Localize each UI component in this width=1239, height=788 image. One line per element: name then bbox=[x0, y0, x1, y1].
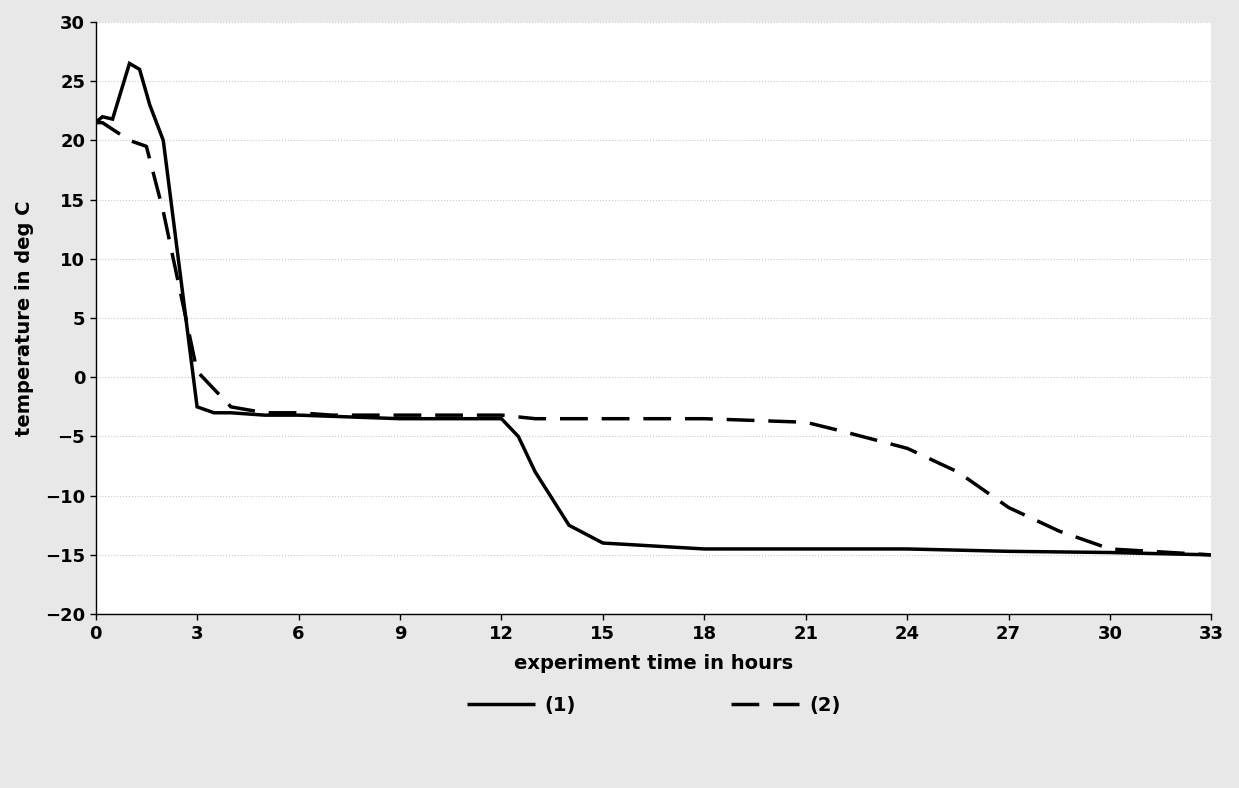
(1) bbox=[494, 414, 509, 423]
(1) bbox=[393, 414, 408, 423]
(2) bbox=[1103, 545, 1118, 554]
(2) bbox=[596, 414, 611, 423]
(1) bbox=[121, 59, 136, 69]
(2) bbox=[95, 118, 110, 128]
(1) bbox=[1204, 550, 1219, 559]
(2) bbox=[190, 366, 204, 376]
(2) bbox=[291, 408, 306, 418]
(1) bbox=[510, 432, 525, 441]
(1) bbox=[798, 545, 813, 554]
X-axis label: experiment time in hours: experiment time in hours bbox=[514, 653, 793, 673]
(1) bbox=[528, 467, 543, 477]
(1) bbox=[95, 112, 110, 121]
(2) bbox=[223, 402, 238, 411]
(1) bbox=[596, 538, 611, 548]
(2) bbox=[393, 411, 408, 420]
(2) bbox=[139, 142, 154, 151]
(1) bbox=[258, 411, 273, 420]
(1) bbox=[900, 545, 914, 554]
(2) bbox=[88, 118, 103, 128]
(2) bbox=[696, 414, 711, 423]
(2) bbox=[950, 467, 965, 477]
(1) bbox=[133, 65, 147, 74]
(1) bbox=[190, 402, 204, 411]
(2) bbox=[833, 426, 847, 435]
(2) bbox=[798, 418, 813, 427]
(1) bbox=[207, 408, 222, 418]
(2) bbox=[1204, 550, 1219, 559]
(2) bbox=[121, 136, 136, 145]
(2) bbox=[156, 206, 171, 216]
Line: (2): (2) bbox=[95, 123, 1212, 555]
(1) bbox=[156, 136, 171, 145]
(1) bbox=[1001, 547, 1016, 556]
(2) bbox=[258, 408, 273, 418]
(2) bbox=[1001, 503, 1016, 512]
(1) bbox=[1103, 548, 1118, 557]
(1) bbox=[291, 411, 306, 420]
Line: (1): (1) bbox=[95, 64, 1212, 555]
(2) bbox=[528, 414, 543, 423]
(2) bbox=[325, 411, 339, 420]
(1) bbox=[223, 408, 238, 418]
(2) bbox=[1052, 526, 1067, 536]
(2) bbox=[494, 411, 509, 420]
Y-axis label: temperature in deg C: temperature in deg C bbox=[15, 200, 33, 436]
(2) bbox=[900, 444, 914, 453]
(1) bbox=[561, 521, 576, 530]
(1) bbox=[105, 114, 120, 124]
(1) bbox=[696, 545, 711, 554]
Legend: (1), (2): (1), (2) bbox=[458, 688, 849, 723]
(1) bbox=[142, 100, 157, 110]
(1) bbox=[88, 118, 103, 128]
